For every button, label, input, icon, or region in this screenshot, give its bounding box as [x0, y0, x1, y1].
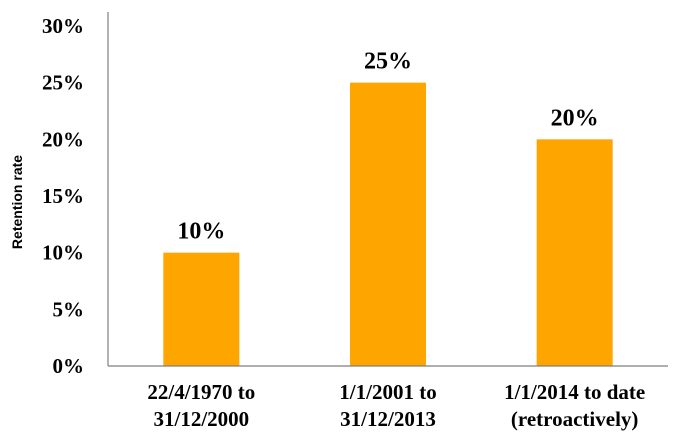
- bar: [350, 82, 426, 367]
- x-category-label: 31/12/2013: [340, 407, 436, 431]
- data-label: 20%: [551, 105, 599, 131]
- x-category-labels: 22/4/1970 to 31/12/2000 1/1/2001 to 31/12/2…: [147, 380, 645, 431]
- x-category-label: 1/1/2014 to date: [504, 380, 645, 404]
- bar: [163, 252, 240, 366]
- data-label: 10%: [177, 219, 225, 245]
- x-category-label: 1/1/2001 to: [339, 380, 436, 404]
- y-tick-labels: 0% 5% 10% 15% 20% 25% 30%: [42, 14, 84, 378]
- x-category-label: 31/12/2000: [153, 407, 249, 431]
- bar: [536, 139, 613, 366]
- y-axis-title: Retention rate: [9, 155, 25, 249]
- x-category-label: 22/4/1970 to: [147, 380, 255, 404]
- y-axis-label-group: Retention rate: [9, 155, 25, 249]
- y-tick-label: 30%: [42, 14, 84, 38]
- axis-lines: [107, 12, 668, 367]
- y-tick-label: 0%: [53, 354, 85, 378]
- x-category-label: (retroactively): [511, 407, 639, 431]
- y-tick-label: 5%: [53, 297, 85, 321]
- data-label: 25%: [364, 49, 412, 75]
- y-tick-label: 20%: [42, 127, 84, 151]
- y-tick-label: 25%: [42, 71, 84, 95]
- data-labels: 10% 25% 20%: [177, 49, 598, 245]
- y-tick-label: 10%: [42, 241, 84, 265]
- y-tick-label: 15%: [42, 184, 84, 208]
- bars: [163, 82, 613, 367]
